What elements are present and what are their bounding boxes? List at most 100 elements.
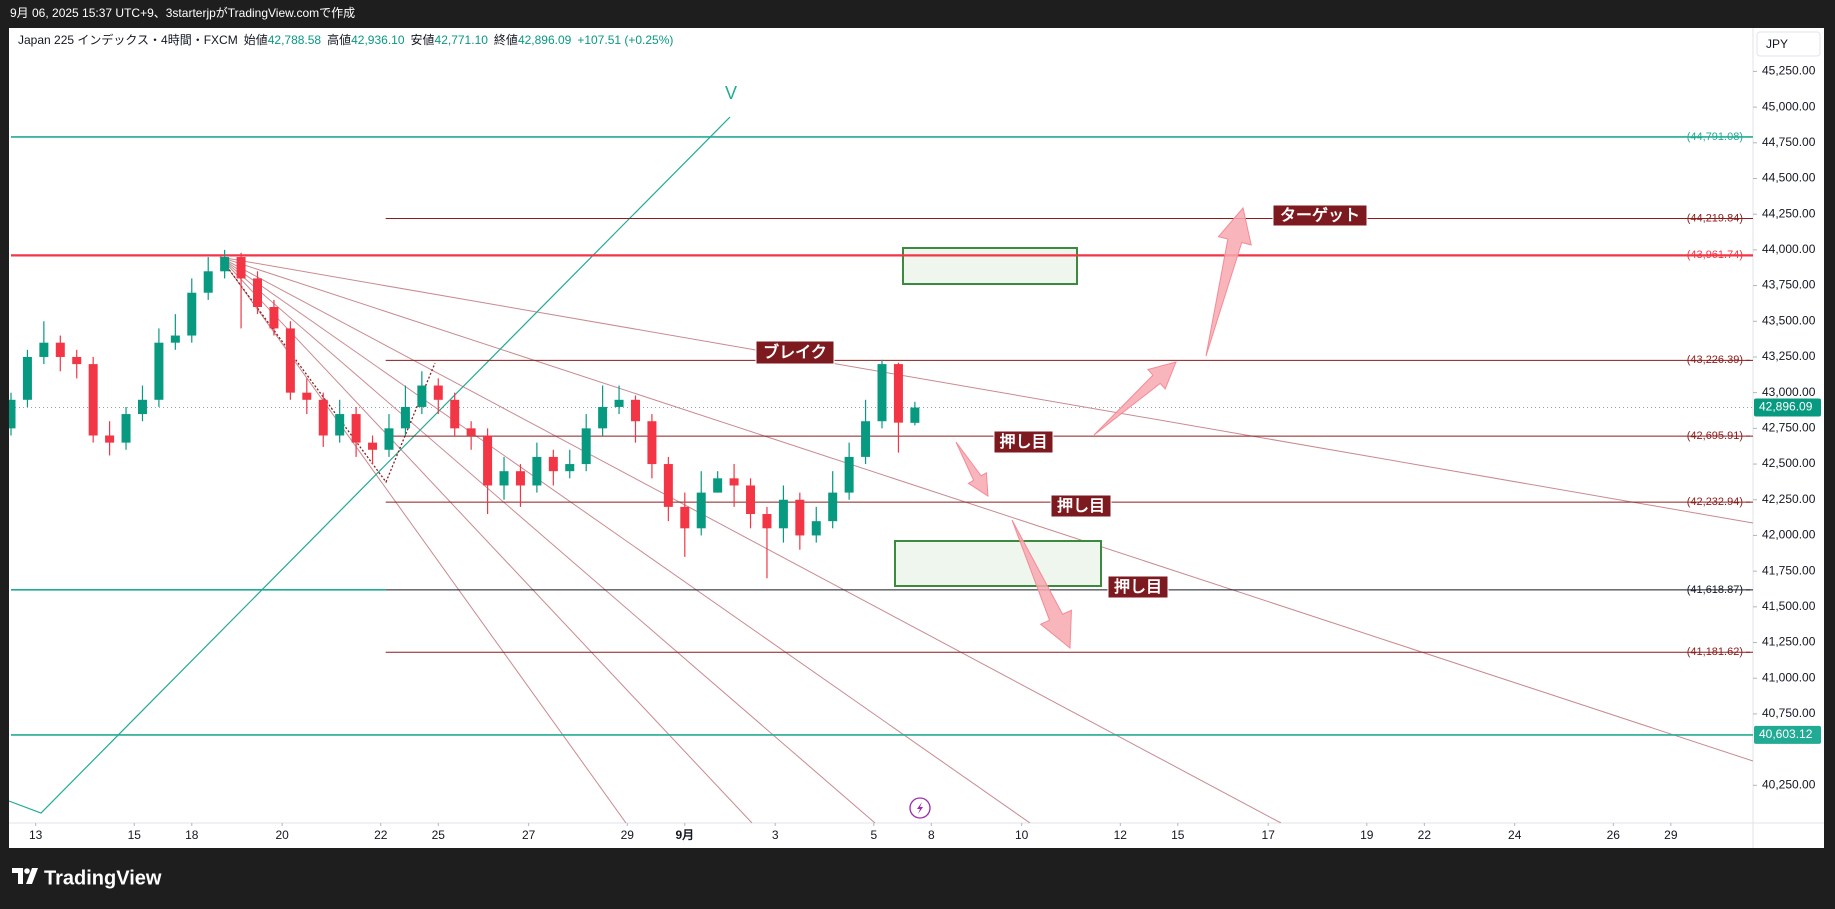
legend-value: 42,788.58 [268,33,322,47]
fan-line [219,256,1753,762]
candle-body [499,471,509,486]
wave-label: V [725,83,737,103]
y-tick-label: 45,250.00 [1762,64,1816,78]
x-tick-label: 10 [1015,828,1029,842]
candle-body [203,271,213,293]
level-price-box [1754,725,1821,744]
y-tick-label: 40,250.00 [1762,777,1816,791]
candle-body [400,406,410,429]
candle-body [713,478,723,493]
y-tick-label: 45,000.00 [1762,99,1816,113]
annotation-box [755,340,835,365]
candle-body [515,471,525,486]
plot-area [9,116,1753,823]
annotation-box [993,430,1054,454]
candle-body [351,414,361,443]
x-tick-label: 9月 [675,828,694,842]
candle-body [368,442,378,450]
y-tick-label: 43,500.00 [1762,313,1816,327]
candle-body [746,485,756,515]
candle-body [450,399,460,429]
candle-body [269,306,279,329]
candle-body [893,364,903,423]
fan-line [219,256,876,823]
legend-label: 終値 [494,32,518,47]
candle-body [137,399,147,415]
legend-symbol: Japan 225 インデックス・4時間・FXCM [18,32,238,47]
y-tick-label: 41,000.00 [1762,670,1816,684]
x-tick-label: 27 [522,828,536,842]
level-label: (44,791.08) [1687,131,1743,143]
candle-body [696,492,706,529]
legend-label: 高値 [327,32,351,47]
wave-line [9,116,731,814]
legend-label: 安値 [411,32,435,47]
candle-body [828,492,838,522]
currency-box [1756,31,1821,57]
level-label: (43,961.74) [1687,249,1743,261]
candle-body [565,464,575,472]
x-tick-label: 26 [1607,828,1621,842]
candle-body [811,521,821,536]
x-tick-label: 15 [128,828,142,842]
x-tick-label: 15 [1171,828,1185,842]
legend-value: 42,771.10 [435,33,489,47]
x-tick-label: 29 [1664,828,1678,842]
candle-body [318,399,328,436]
y-tick-label: 44,500.00 [1762,171,1816,185]
candle-body [88,364,98,436]
y-tick-label: 44,000.00 [1762,242,1816,256]
annotation: 押し目 [999,432,1047,451]
candle-body [433,385,443,400]
arrow [955,441,989,497]
annotation: ターゲット [1280,206,1360,225]
candle-body [861,421,871,457]
x-tick-label: 22 [1418,828,1432,842]
x-tick-label: 5 [870,828,877,842]
level-label: (41,181.62) [1687,646,1743,658]
candle-body [532,456,542,486]
arrow [1011,519,1072,650]
y-tick-label: 43,000.00 [1762,385,1816,399]
candle-body [417,385,427,407]
y-tick-label: 41,750.00 [1762,563,1816,577]
candle-body [762,514,772,529]
candle-body [170,335,180,343]
candle-body [844,456,854,493]
candle-body [187,292,197,336]
annotation: 押し目 [1057,496,1105,515]
y-tick-label: 44,250.00 [1762,206,1816,220]
last-price-label: 42,896.09 [1759,400,1813,414]
candle-body [9,399,16,429]
event-icon [909,797,931,819]
annotation: ブレイク [763,343,827,362]
candle-body [910,407,920,423]
candle-body [630,399,640,422]
legend: Japan 225 インデックス・4時間・FXCM 始値42,788.58 高値42… [18,32,673,47]
candle-body [55,342,65,357]
x-tick-label: 3 [772,828,779,842]
zone-box [902,247,1078,285]
level-label: (43,226.39) [1687,354,1743,366]
candle-body [335,414,345,436]
level-price-label: 40,603.12 [1759,727,1813,741]
candle-body [22,356,32,400]
candle-body [154,342,164,400]
caption: 9月 06, 2025 15:37 UTC+9、3starterjpがTradi… [10,5,355,20]
legend-value: 42,896.09 [518,33,572,47]
y-tick-label: 42,250.00 [1762,492,1816,506]
y-tick-label: 42,750.00 [1762,421,1816,435]
candle-body [72,356,82,365]
x-tick-label: 19 [1360,828,1374,842]
candle-body [285,328,295,393]
candle-body [614,399,624,407]
candle-body [663,464,673,507]
candle-body [105,435,115,443]
y-tick-label: 43,250.00 [1762,349,1816,363]
legend-change: +107.51 (+0.25%) [577,33,673,47]
candle-body [598,406,608,429]
candle-body [548,456,558,472]
candle-body [877,364,887,422]
fan-line [219,256,1753,524]
